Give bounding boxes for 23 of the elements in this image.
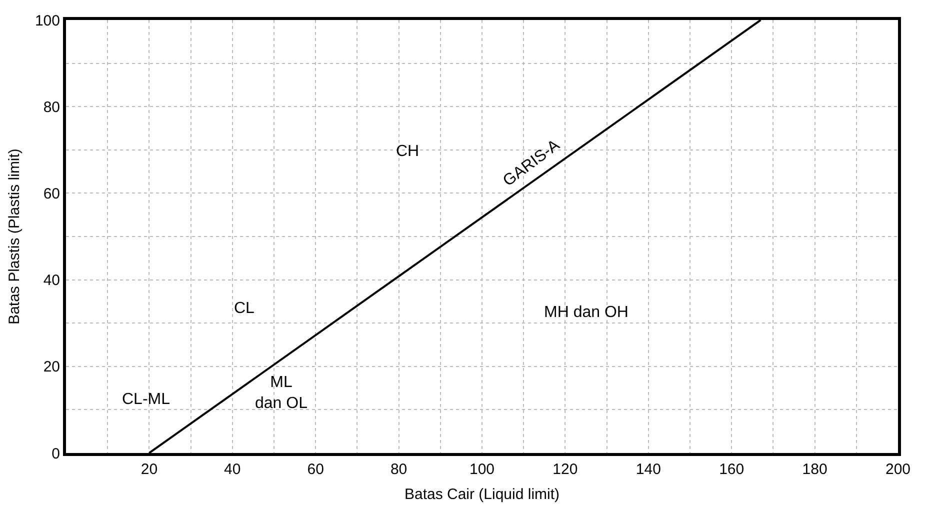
y-tick-label: 100: [34, 12, 60, 30]
y-tick-label: 80: [43, 98, 60, 116]
x-axis-title: Batas Cair (Liquid limit): [404, 486, 560, 503]
x-tick-label: 40: [224, 461, 241, 478]
x-tick-label: 140: [636, 461, 661, 478]
annotation: ML dan OL: [255, 374, 308, 412]
y-tick-label: 0: [52, 445, 60, 462]
x-tick-label: 100: [469, 461, 495, 478]
x-tick-label: 20: [140, 461, 158, 478]
x-tick-label: 160: [719, 461, 744, 478]
y-tick-label: 40: [43, 272, 60, 290]
x-tick-label: 200: [885, 461, 911, 478]
x-tick-label: 60: [307, 461, 324, 478]
annotation: MH dan OH: [544, 304, 628, 321]
x-tick-label: 180: [802, 461, 828, 478]
y-tick-label: 60: [43, 185, 60, 202]
x-tick-label: 120: [552, 461, 578, 478]
annotation: CL: [234, 300, 255, 317]
annotation: CH: [396, 143, 420, 160]
annotation: CL-ML: [122, 391, 170, 408]
x-tick-label: 80: [390, 461, 408, 478]
y-tick-label: 20: [43, 358, 60, 376]
y-axis-title: Batas Plastis (Plastis limit): [6, 148, 24, 324]
